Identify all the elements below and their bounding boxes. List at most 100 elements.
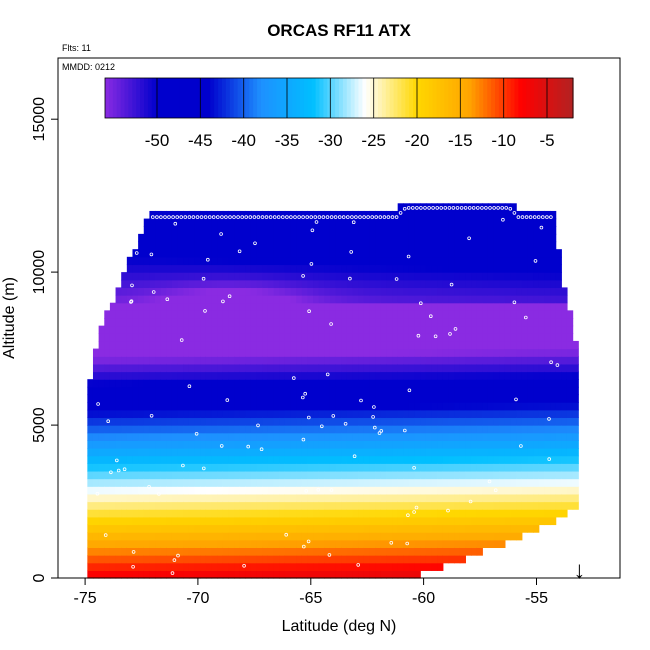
field-cell: [98, 463, 105, 472]
field-cell: [420, 379, 427, 388]
field-cell: [121, 386, 128, 396]
field-cell: [250, 432, 258, 441]
field-cell: [301, 532, 308, 541]
field-cell: [160, 340, 167, 350]
field-cell: [363, 448, 371, 457]
sample-marker: [539, 225, 544, 230]
field-cell: [228, 210, 235, 220]
field-cell: [262, 409, 269, 419]
field-cell: [420, 264, 427, 273]
field-cell: [363, 371, 371, 380]
sample-marker: [220, 215, 224, 219]
field-cell: [217, 463, 224, 472]
sample-marker: [316, 487, 321, 492]
field-cell: [454, 226, 461, 235]
field-cell: [482, 363, 489, 373]
field-cell: [273, 287, 280, 296]
field-cell: [425, 417, 433, 426]
sample-marker: [109, 470, 113, 475]
field-cell: [273, 555, 280, 564]
field-cell: [386, 340, 393, 350]
field-cell: [363, 210, 371, 220]
field-cell: [335, 402, 342, 411]
field-cell: [149, 318, 156, 327]
field-cell: [177, 486, 184, 495]
field-cell: [132, 440, 139, 449]
field-cell: [194, 440, 201, 449]
field-cell: [126, 532, 134, 541]
field-cell: [346, 524, 354, 533]
field-cell: [222, 325, 229, 334]
field-cell: [194, 470, 201, 480]
field-cell: [301, 340, 308, 350]
field-cell: [222, 432, 229, 441]
field-cell: [296, 371, 303, 380]
field-cell: [200, 547, 207, 556]
colorbar-strip: [553, 78, 558, 118]
field-cell: [171, 379, 179, 388]
field-cell: [482, 516, 489, 526]
field-cell: [205, 509, 213, 518]
field-cell: [521, 478, 529, 487]
field-cell: [262, 440, 269, 449]
field-cell: [346, 394, 354, 403]
field-cell: [420, 325, 427, 334]
field-cell: [431, 547, 438, 556]
field-cell: [301, 501, 308, 510]
field-cell: [307, 318, 314, 327]
field-cell: [341, 417, 348, 426]
field-cell: [369, 318, 376, 327]
field-cell: [267, 379, 275, 388]
field-cell: [572, 409, 579, 419]
field-cell: [516, 302, 523, 311]
field-cell: [471, 386, 478, 396]
colorbar-strip: [479, 78, 484, 118]
field-cell: [301, 356, 308, 365]
field-cell: [392, 356, 399, 365]
field-cell: [301, 256, 308, 266]
field-cell: [516, 310, 523, 319]
field-cell: [454, 524, 461, 533]
field-cell: [313, 325, 320, 334]
field-cell: [222, 440, 229, 449]
colorbar-strip: [397, 78, 402, 118]
field-cell: [482, 295, 489, 304]
field-cell: [324, 226, 331, 235]
field-cell: [544, 279, 551, 289]
field-cell: [183, 532, 190, 541]
field-cell: [510, 348, 517, 357]
field-cell: [550, 295, 557, 304]
field-cell: [290, 226, 297, 235]
field-cell: [92, 379, 100, 388]
field-cell: [177, 295, 184, 304]
field-cell: [279, 402, 286, 411]
field-cell: [465, 409, 472, 419]
field-cell: [318, 555, 325, 564]
field-cell: [352, 233, 359, 243]
field-cell: [318, 547, 325, 556]
field-cell: [211, 417, 218, 426]
field-cell: [155, 325, 162, 334]
field-cell: [318, 493, 325, 503]
field-cell: [245, 310, 252, 319]
field-cell: [307, 333, 314, 342]
field-cell: [121, 562, 128, 571]
field-cell: [459, 272, 466, 281]
field-cell: [380, 233, 387, 243]
field-cell: [431, 356, 438, 365]
field-cell: [510, 394, 517, 403]
field-cell: [301, 333, 308, 342]
field-cell: [155, 226, 162, 235]
field-cell: [397, 432, 404, 441]
field-cell: [341, 516, 348, 526]
field-cell: [234, 340, 241, 350]
field-cell: [313, 386, 320, 396]
field-cell: [194, 371, 201, 380]
field-cell: [250, 532, 258, 541]
field-cell: [442, 516, 450, 526]
field-cell: [363, 486, 371, 495]
field-cell: [149, 264, 156, 273]
sample-marker: [377, 431, 382, 435]
field-cell: [284, 310, 292, 319]
field-cell: [183, 448, 190, 457]
